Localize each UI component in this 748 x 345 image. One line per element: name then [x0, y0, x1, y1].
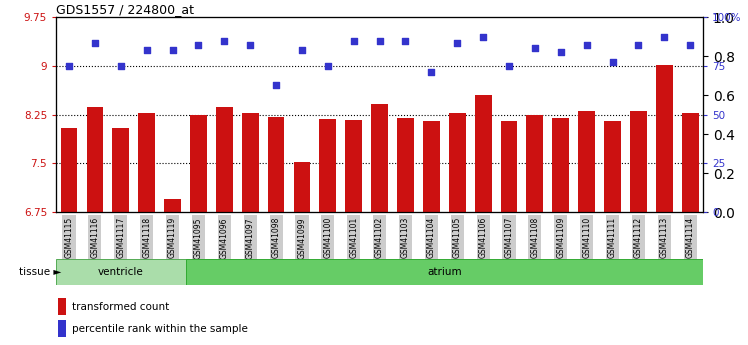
Bar	[604, 121, 621, 212]
Bar	[346, 120, 362, 212]
Point	[296, 48, 308, 53]
Point	[244, 42, 256, 47]
Point	[451, 40, 463, 45]
Point	[555, 50, 567, 55]
Bar	[630, 111, 647, 212]
Point	[270, 83, 282, 88]
Bar	[216, 107, 233, 212]
Point	[607, 59, 619, 65]
Bar	[475, 95, 491, 212]
Bar	[58, 298, 66, 315]
Bar	[397, 118, 414, 212]
Point	[529, 46, 541, 51]
Bar	[56, 259, 186, 285]
Bar	[61, 128, 78, 212]
Point	[580, 42, 592, 47]
Bar	[293, 162, 310, 212]
Point	[218, 38, 230, 43]
Bar	[423, 120, 440, 212]
Point	[89, 40, 101, 45]
Point	[167, 48, 179, 53]
Point	[477, 34, 489, 40]
Point	[322, 63, 334, 69]
Point	[399, 38, 411, 43]
Bar	[500, 121, 518, 212]
Point	[658, 34, 670, 40]
Bar	[578, 111, 595, 212]
Bar	[552, 118, 569, 212]
Text: atrium: atrium	[427, 267, 462, 277]
Point	[348, 38, 360, 43]
Bar	[449, 113, 466, 212]
Bar	[268, 117, 284, 212]
Bar	[656, 65, 672, 212]
Point	[373, 38, 385, 43]
Bar	[190, 115, 207, 212]
Point	[632, 42, 644, 47]
Bar	[112, 128, 129, 212]
Text: percentile rank within the sample: percentile rank within the sample	[73, 324, 248, 334]
Point	[63, 63, 75, 69]
Text: tissue ►: tissue ►	[19, 267, 61, 277]
Bar	[186, 259, 703, 285]
Bar	[527, 115, 543, 212]
Bar	[681, 113, 699, 212]
Bar	[164, 199, 181, 212]
Point	[426, 69, 438, 75]
Text: ventricle: ventricle	[98, 267, 144, 277]
Bar	[319, 119, 337, 212]
Bar	[371, 104, 388, 212]
Bar	[242, 113, 259, 212]
Text: GDS1557 / 224800_at: GDS1557 / 224800_at	[56, 3, 194, 16]
Point	[684, 42, 696, 47]
Point	[141, 48, 153, 53]
Bar	[58, 320, 66, 337]
Point	[192, 42, 204, 47]
Point	[503, 63, 515, 69]
Text: transformed count: transformed count	[73, 302, 170, 312]
Point	[114, 63, 126, 69]
Bar	[138, 113, 155, 212]
Bar	[87, 107, 103, 212]
